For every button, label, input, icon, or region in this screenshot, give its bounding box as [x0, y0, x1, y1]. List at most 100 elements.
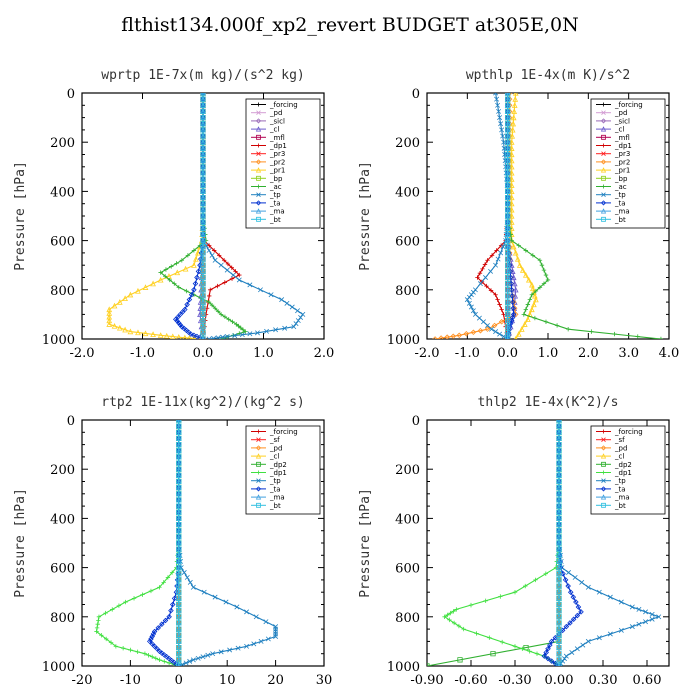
legend-label: _bt	[614, 216, 626, 224]
legend-marker	[600, 486, 607, 492]
legend-marker	[600, 208, 607, 214]
y-tick-label: 0	[67, 414, 75, 429]
x-tick-label: 30	[316, 673, 333, 688]
x-tick-label: -2.0	[414, 346, 439, 361]
legend-marker	[256, 143, 261, 148]
y-axis-label: Pressure [hPa]	[13, 161, 28, 271]
series-markers-bt	[176, 420, 182, 666]
legend-label: _sf	[269, 436, 280, 444]
legend-marker	[255, 118, 262, 124]
legend-marker	[255, 453, 262, 459]
legend-label: _forcing	[614, 101, 643, 109]
chart-panel-wpthlp: wpthlp 1E-4x(m K)/s^2 Pressure [hPa] 0 200 4…	[358, 68, 679, 361]
legend-label: _bt	[269, 502, 281, 510]
series-markers-bt	[556, 420, 562, 666]
legend-marker	[256, 110, 261, 115]
series-group	[106, 93, 306, 339]
legend-label: _tp	[269, 191, 281, 199]
series-group	[94, 420, 279, 666]
legend-label: _cl	[269, 453, 279, 461]
x-tick-label: 0.60	[633, 673, 662, 688]
series-line-dp2	[427, 420, 560, 666]
legend-label: _ma	[614, 208, 630, 216]
legend-label: _dp2	[269, 461, 287, 469]
x-tick-label: 0.0	[193, 346, 214, 361]
legend-label: _forcing	[269, 101, 298, 109]
legend: _forcing_pd_sicl_cl_mfl_dp1_pr3_pr2_pr1_…	[245, 98, 321, 229]
x-tick-label: 0.0	[497, 346, 518, 361]
series-markers-tp	[464, 93, 511, 339]
x-tick-label: -1.0	[130, 346, 155, 361]
legend-label: _sicl	[269, 117, 285, 125]
x-tick-label: -0.60	[454, 673, 487, 688]
y-tick-label: 0	[412, 414, 420, 429]
y-tick-label: 800	[395, 284, 420, 299]
legend-marker	[255, 159, 262, 165]
legend-marker	[601, 134, 606, 140]
chart-panel-thlp2: thlp2 1E-4x(K^2)/s Pressure [hPa] 0 200 400 6…	[358, 395, 670, 688]
legend-marker	[600, 200, 607, 206]
legend-label: _pr3	[269, 150, 285, 158]
y-tick-label: 400	[395, 185, 420, 200]
x-tick-label: 10	[219, 673, 236, 688]
series-markers-dp1	[475, 93, 510, 339]
series-group	[432, 93, 664, 339]
legend-label: _forcing	[269, 428, 298, 436]
series-line-ta	[543, 420, 582, 666]
panel-title: wprtp 1E-7x(m kg)/(s^2 kg)	[101, 68, 305, 83]
legend-marker	[600, 159, 607, 165]
y-tick-label: 400	[50, 512, 75, 527]
series-line-ta	[149, 420, 180, 666]
series-markers-bt	[200, 93, 206, 339]
series-markers-dp1	[442, 420, 562, 666]
legend-label: _tp	[614, 477, 626, 485]
legend-marker	[601, 102, 606, 107]
panel-title: thlp2 1E-4x(K^2)/s	[478, 395, 619, 410]
legend-marker	[256, 216, 261, 222]
series-group	[427, 420, 662, 666]
legend-marker	[256, 151, 261, 156]
chart-panel-wprtp: wprtp 1E-7x(m kg)/(s^2 kg) Pressure [hPa]…	[13, 68, 334, 361]
legend-label: _ma	[269, 208, 285, 216]
legend-marker	[600, 167, 607, 173]
legend-marker	[256, 461, 261, 467]
legend-marker	[255, 200, 262, 206]
legend-label: _tp	[614, 191, 626, 199]
series-line-pr2	[435, 93, 517, 339]
series-line-dp1	[476, 93, 509, 339]
series-markers-pr1	[508, 93, 539, 339]
legend-label: _pr1	[269, 167, 285, 175]
series-line-pr1	[108, 93, 204, 339]
legend-marker	[601, 143, 606, 148]
y-tick-label: 1000	[42, 660, 75, 675]
legend-label: _ta	[614, 199, 626, 207]
legend-label: _pd	[614, 444, 627, 452]
legend-marker	[601, 192, 606, 197]
x-tick-label: -1.0	[455, 346, 480, 361]
x-tick-label: 0	[175, 673, 183, 688]
legend-marker	[601, 429, 606, 434]
y-tick-label: 1000	[42, 333, 75, 348]
y-tick-label: 800	[395, 611, 420, 626]
series-markers-dp1	[94, 420, 181, 666]
legend-label: _cl	[269, 126, 279, 134]
y-tick-label: 400	[395, 512, 420, 527]
x-tick-label: -0.30	[498, 673, 531, 688]
x-tick-label: 4.0	[659, 346, 680, 361]
legend-marker	[256, 134, 261, 140]
legend-marker	[255, 445, 262, 451]
legend-marker	[256, 429, 261, 434]
x-tick-label: -0.90	[410, 673, 443, 688]
legend-label: _dp1	[269, 142, 287, 150]
y-tick-label: 600	[395, 562, 420, 577]
x-tick-label: 1.0	[538, 346, 559, 361]
x-tick-label: -2.0	[69, 346, 94, 361]
legend-label: _pd	[614, 109, 627, 117]
legend-label: _pr2	[269, 158, 285, 166]
panel-title: rtp2 1E-11x(kg^2)/(kg^2 s)	[101, 395, 305, 410]
legend-marker	[256, 502, 261, 508]
legend-label: _dp1	[269, 469, 287, 477]
legend-marker	[601, 461, 606, 467]
y-tick-label: 1000	[387, 660, 420, 675]
legend-marker	[256, 192, 261, 197]
